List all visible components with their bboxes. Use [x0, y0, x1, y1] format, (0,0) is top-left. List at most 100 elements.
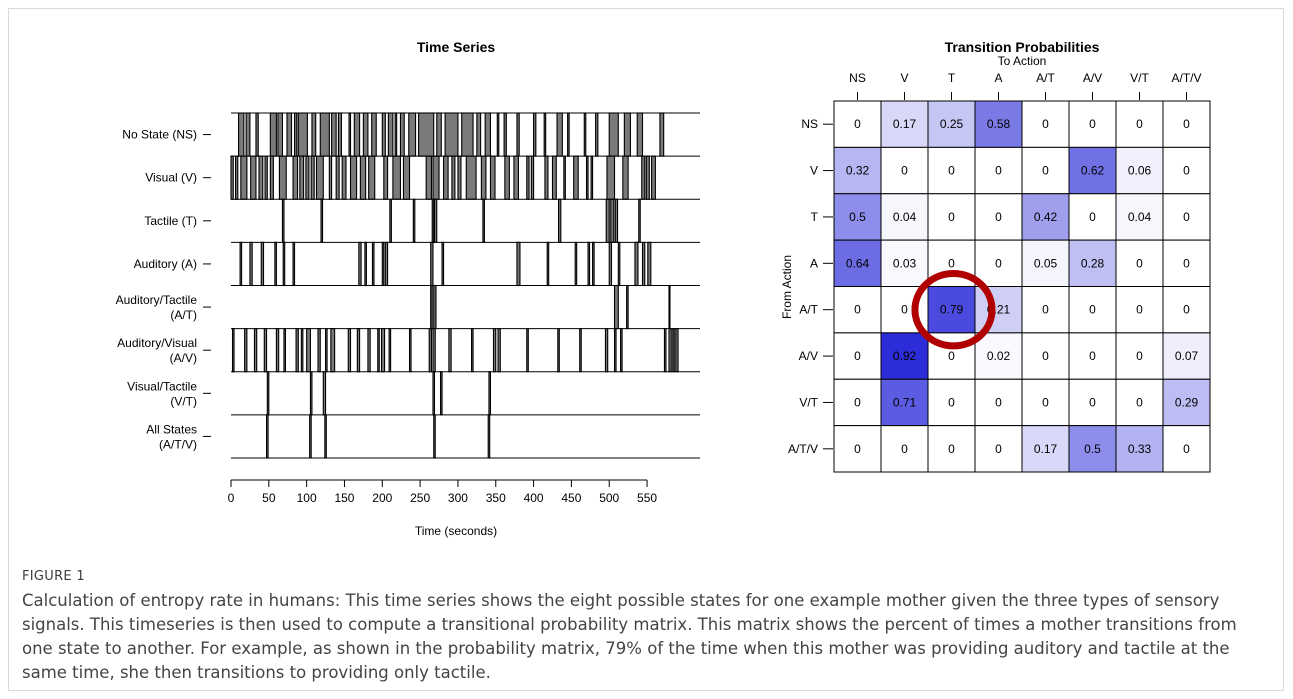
- cell-value-label: 0: [948, 395, 955, 409]
- state-interval: [283, 328, 287, 373]
- row-labels: NS V T A A/T A/V V/T A/T/V: [788, 117, 833, 456]
- state-interval: [606, 155, 616, 200]
- row-label: A/T/V: [788, 442, 818, 456]
- row-label-line: (V/T): [170, 394, 197, 408]
- matrix-cell: [1162, 193, 1211, 241]
- state-interval: [659, 112, 665, 157]
- axis-tick-label: 50: [262, 491, 276, 505]
- state-interval: [516, 241, 521, 287]
- state-interval: [516, 112, 520, 157]
- state-interval: [496, 112, 500, 157]
- cell-value-label: 0: [1183, 164, 1190, 178]
- state-interval: [266, 371, 270, 416]
- cell-value-label: 0: [948, 256, 955, 270]
- time-series-title: Time Series: [417, 39, 496, 55]
- state-interval: [641, 155, 646, 200]
- state-interval: [249, 241, 253, 287]
- state-interval: [341, 155, 347, 200]
- matrix-cell: [927, 100, 976, 148]
- cell-value-label: 0.17: [1034, 442, 1058, 456]
- cell-value-label: 0: [1042, 349, 1049, 363]
- state-interval: [266, 414, 269, 459]
- column-label: A: [994, 71, 1002, 85]
- state-interval: [675, 328, 679, 373]
- cell-value-label: 0: [1136, 349, 1143, 363]
- matrix-cell: [1021, 100, 1070, 148]
- row-label: Visual/Tactile (V/T): [127, 379, 197, 408]
- state-interval: [359, 155, 367, 200]
- matrix-cell: [880, 193, 929, 241]
- state-interval: [530, 155, 535, 200]
- matrix-cell: [1162, 378, 1211, 427]
- state-interval: [573, 155, 579, 200]
- state-interval: [277, 112, 283, 157]
- state-interval: [305, 155, 310, 200]
- state-interval: [636, 112, 644, 157]
- state-interval: [444, 112, 459, 157]
- time-series-row: Visual (V): [145, 155, 700, 200]
- matrix-cell: [1068, 193, 1117, 241]
- matrix-cell: [833, 146, 882, 195]
- state-interval: [526, 155, 530, 200]
- state-interval: [432, 328, 436, 373]
- state-interval: [389, 198, 392, 243]
- time-series-row: No State (NS): [122, 112, 700, 157]
- state-interval: [651, 155, 656, 200]
- transition-matrix-title: Transition Probabilities: [945, 39, 1100, 55]
- cell-value-label: 0.07: [1175, 349, 1199, 363]
- row-label: Visual (V): [145, 171, 197, 185]
- state-interval: [292, 155, 299, 200]
- state-interval: [638, 198, 641, 243]
- cell-value-label: 0.92: [893, 349, 917, 363]
- state-interval: [282, 241, 286, 287]
- matrix-cell: [1115, 239, 1164, 287]
- state-interval: [358, 241, 362, 287]
- state-interval: [293, 112, 298, 157]
- matrix-cell: [1021, 425, 1070, 473]
- state-interval: [320, 198, 324, 243]
- state-interval: [281, 198, 285, 243]
- state-interval: [430, 284, 433, 330]
- state-interval: [668, 328, 672, 373]
- axis-tick-label: 300: [448, 491, 468, 505]
- state-interval: [465, 155, 477, 200]
- state-interval: [297, 112, 308, 157]
- row-label: V/T: [799, 395, 818, 409]
- state-interval: [324, 414, 327, 459]
- state-interval: [504, 155, 510, 200]
- cell-value-label: 0: [854, 395, 861, 409]
- state-interval: [310, 155, 315, 200]
- matrix-cell: [1068, 286, 1117, 334]
- column-label: A/T/V: [1171, 71, 1201, 85]
- state-interval: [300, 328, 304, 373]
- matrix-cell: [1162, 286, 1211, 334]
- state-interval: [349, 155, 358, 200]
- matrix-cell: [880, 425, 929, 473]
- matrix-cells: 0 0.17 0.25 0.58 0 0 0 0 0.32 0 0 0 0 0.62 0.06 0 0.5 0.0…: [833, 100, 1211, 473]
- figure-caption: Calculation of entropy rate in humans: T…: [22, 591, 1237, 682]
- state-interval: [238, 112, 245, 157]
- state-interval: [387, 112, 394, 157]
- cell-value-label: 0: [854, 117, 861, 131]
- state-interval: [306, 328, 311, 373]
- state-interval: [613, 328, 617, 373]
- matrix-cell: [1115, 378, 1164, 427]
- cell-value-label: 0.17: [893, 117, 917, 131]
- axis-tick-label: 500: [599, 491, 619, 505]
- state-interval: [433, 198, 438, 243]
- state-interval: [617, 241, 621, 287]
- state-interval: [328, 155, 333, 200]
- matrix-cell: [1068, 378, 1117, 427]
- matrix-cell: [927, 286, 976, 334]
- time-series-row: Visual/Tactile (V/T): [127, 371, 700, 416]
- row-label-line: All States: [146, 422, 197, 436]
- state-interval: [476, 112, 482, 157]
- cell-value-label: 0: [1089, 303, 1096, 317]
- state-interval: [392, 155, 401, 200]
- cell-value-label: 0: [1089, 395, 1096, 409]
- time-series-row: Auditory (A): [134, 241, 700, 287]
- matrix-cell: [1068, 425, 1117, 473]
- column-label: A/V: [1083, 71, 1102, 85]
- matrix-cell: [1068, 100, 1117, 148]
- state-interval: [590, 155, 594, 200]
